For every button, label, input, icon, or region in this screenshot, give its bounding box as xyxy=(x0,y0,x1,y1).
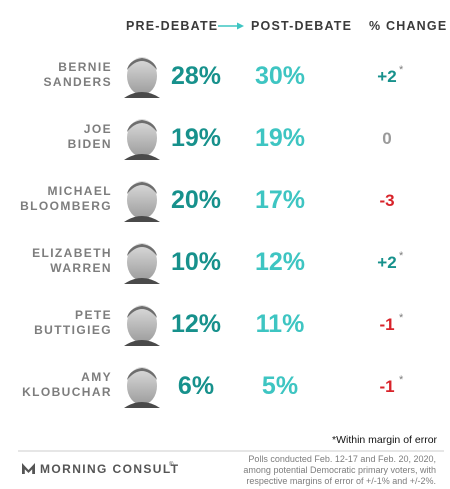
source-line-1: Polls conducted Feb. 12-17 and Feb. 20, … xyxy=(248,454,436,464)
post-debate-value: 11% xyxy=(256,310,305,338)
candidate-first-name: BERNIE xyxy=(58,60,112,74)
change-value: +2 xyxy=(377,253,396,272)
candidate-last-name: SANDERS xyxy=(44,75,112,89)
candidate-last-name: WARREN xyxy=(50,261,112,275)
arrow-right-icon xyxy=(218,22,244,30)
warren-portrait-icon xyxy=(124,243,160,284)
candidate-last-name: BIDEN xyxy=(68,137,112,151)
brand-name: MORNING CONSULT xyxy=(40,462,179,476)
pre-debate-value: 10% xyxy=(171,248,221,276)
sanders-portrait-icon xyxy=(124,57,160,98)
header-pre-debate: PRE-DEBATE xyxy=(126,19,218,33)
morning-consult-logo-icon xyxy=(22,463,35,474)
pre-debate-value: 6% xyxy=(178,372,214,400)
header-change: % CHANGE xyxy=(369,19,447,33)
buttigieg-portrait-icon xyxy=(124,305,160,346)
candidate-first-name: MICHAEL xyxy=(48,184,112,198)
post-debate-value: 5% xyxy=(262,372,298,400)
pre-debate-value: 28% xyxy=(171,62,221,90)
source-line-3: respective margins of error of +/-1% and… xyxy=(246,476,436,486)
margin-of-error-marker: * xyxy=(399,64,404,76)
margin-of-error-marker: * xyxy=(399,250,404,262)
change-value: -1 xyxy=(379,377,394,396)
klobuchar-portrait-icon xyxy=(124,367,160,408)
candidate-last-name: BUTTIGIEG xyxy=(34,323,112,337)
candidate-first-name: AMY xyxy=(81,370,112,384)
pre-debate-value: 19% xyxy=(171,124,221,152)
candidate-first-name: ELIZABETH xyxy=(32,246,112,260)
change-value: +2 xyxy=(377,67,396,86)
post-debate-value: 17% xyxy=(255,186,305,214)
post-debate-value: 12% xyxy=(255,248,305,276)
brand-registered-mark: ® xyxy=(169,461,174,468)
change-value: 0 xyxy=(382,129,391,148)
post-debate-value: 19% xyxy=(255,124,305,152)
change-value: -3 xyxy=(379,191,394,210)
footnote: *Within margin of error xyxy=(332,434,438,446)
header-post-debate: POST-DEBATE xyxy=(251,19,352,33)
biden-portrait-icon xyxy=(124,119,160,160)
candidate-first-name: PETE xyxy=(75,308,112,322)
candidate-last-name: BLOOMBERG xyxy=(20,199,112,213)
margin-of-error-marker: * xyxy=(399,312,404,324)
pre-debate-value: 20% xyxy=(171,186,221,214)
margin-of-error-marker: * xyxy=(399,374,404,386)
source-line-2: among potential Democratic primary voter… xyxy=(243,465,436,475)
candidate-first-name: JOE xyxy=(84,122,112,136)
bloomberg-portrait-icon xyxy=(124,181,160,222)
candidate-last-name: KLOBUCHAR xyxy=(22,385,112,399)
change-value: -1 xyxy=(379,315,394,334)
pre-debate-value: 12% xyxy=(171,310,221,338)
post-debate-value: 30% xyxy=(255,62,305,90)
